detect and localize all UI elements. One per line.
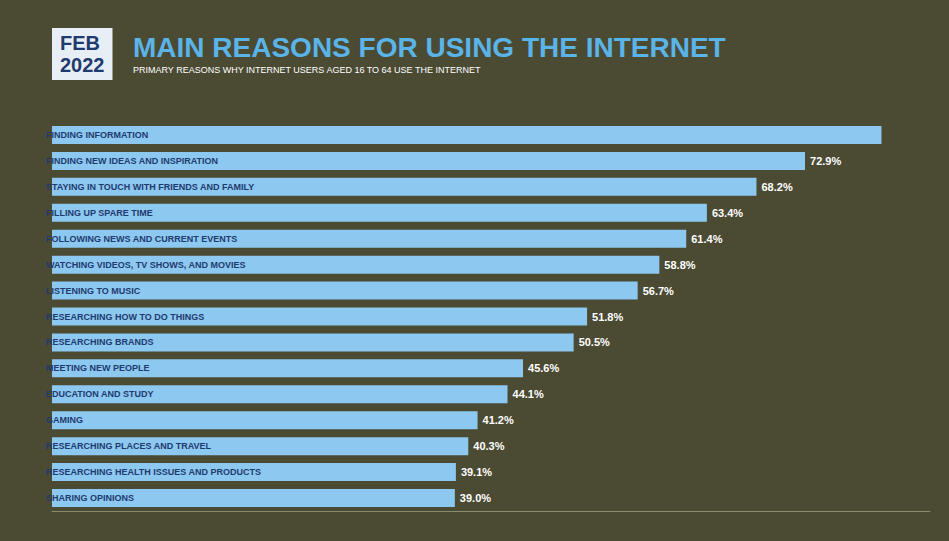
svg-text:FEB: FEB — [60, 32, 100, 54]
svg-text:MEETING NEW PEOPLE: MEETING NEW PEOPLE — [46, 363, 150, 373]
svg-text:39.0%: 39.0% — [460, 492, 491, 504]
svg-text:PRIMARY REASONS WHY INTERNET U: PRIMARY REASONS WHY INTERNET USERS AGED … — [133, 65, 481, 75]
svg-text:50.5%: 50.5% — [579, 336, 610, 348]
svg-text:RESEARCHING HOW TO DO THINGS: RESEARCHING HOW TO DO THINGS — [46, 312, 204, 322]
svg-text:RESEARCHING PLACES AND TRAVEL: RESEARCHING PLACES AND TRAVEL — [46, 441, 212, 451]
svg-text:68.2%: 68.2% — [761, 181, 792, 193]
svg-text:GAMING: GAMING — [46, 415, 83, 425]
svg-text:LISTENING TO MUSIC: LISTENING TO MUSIC — [46, 286, 141, 296]
svg-text:51.8%: 51.8% — [592, 311, 623, 323]
svg-text:58.8%: 58.8% — [664, 259, 695, 271]
svg-text:44.1%: 44.1% — [513, 388, 544, 400]
svg-text:WATCHING VIDEOS, TV SHOWS, AND: WATCHING VIDEOS, TV SHOWS, AND MOVIES — [46, 260, 246, 270]
svg-text:FINDING NEW IDEAS AND INSPIRAT: FINDING NEW IDEAS AND INSPIRATION — [46, 156, 218, 166]
svg-text:61.4%: 61.4% — [691, 233, 722, 245]
svg-text:STAYING IN TOUCH WITH FRIENDS: STAYING IN TOUCH WITH FRIENDS AND FAMILY — [46, 182, 254, 192]
svg-text:EDUCATION AND STUDY: EDUCATION AND STUDY — [46, 389, 154, 399]
svg-text:56.7%: 56.7% — [643, 285, 674, 297]
svg-text:45.6%: 45.6% — [528, 362, 559, 374]
svg-text:41.2%: 41.2% — [483, 414, 514, 426]
svg-text:MAIN REASONS FOR USING THE INT: MAIN REASONS FOR USING THE INTERNET — [133, 32, 726, 63]
svg-text:2022: 2022 — [60, 54, 105, 76]
svg-text:RESEARCHING HEALTH ISSUES AND: RESEARCHING HEALTH ISSUES AND PRODUCTS — [46, 467, 261, 477]
svg-text:40.3%: 40.3% — [473, 440, 504, 452]
svg-text:39.1%: 39.1% — [461, 466, 492, 478]
svg-text:FILLING UP SPARE TIME: FILLING UP SPARE TIME — [46, 208, 153, 218]
svg-text:RESEARCHING BRANDS: RESEARCHING BRANDS — [46, 337, 154, 347]
svg-text:63.4%: 63.4% — [712, 207, 743, 219]
svg-text:FOLLOWING NEWS AND CURRENT EVE: FOLLOWING NEWS AND CURRENT EVENTS — [46, 234, 237, 244]
svg-text:SHARING OPINIONS: SHARING OPINIONS — [46, 493, 134, 503]
svg-text:FINDING INFORMATION: FINDING INFORMATION — [46, 130, 148, 140]
svg-text:72.9%: 72.9% — [810, 155, 841, 167]
